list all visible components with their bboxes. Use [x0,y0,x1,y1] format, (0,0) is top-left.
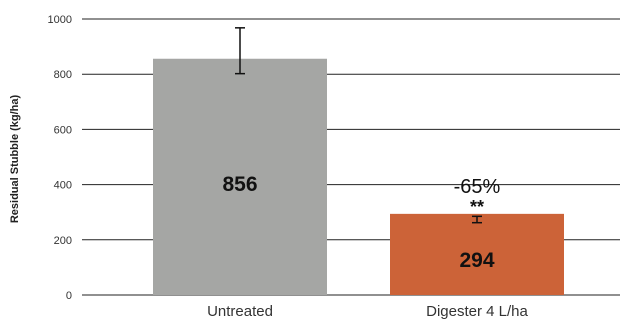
bar-0 [153,58,327,295]
x-axis-categories: Untreated Digester 4 L/ha [207,303,528,320]
y-tick-label-200: 200 [54,235,72,247]
annotation-0: -65% [454,176,501,198]
y-axis-ticks: 0 200 400 600 800 1000 [48,14,72,302]
category-label-0: Untreated [207,303,273,320]
category-label-1: Digester 4 L/ha [426,303,528,320]
y-tick-label-800: 800 [54,69,72,81]
annotation-1: ** [470,197,484,217]
bar-1 [390,213,564,295]
y-tick-label-400: 400 [54,180,72,192]
y-axis-label: Residual Stubble (kg/ha) [9,94,21,223]
bars [153,58,564,295]
y-tick-label-1000: 1000 [48,14,72,26]
y-tick-label-0: 0 [66,290,72,302]
data-label-0: 856 [222,173,257,196]
data-labels: 856 294 -65%** [222,173,500,272]
error-bars [235,27,482,224]
data-label-1: 294 [459,249,494,272]
y-tick-label-600: 600 [54,124,72,136]
